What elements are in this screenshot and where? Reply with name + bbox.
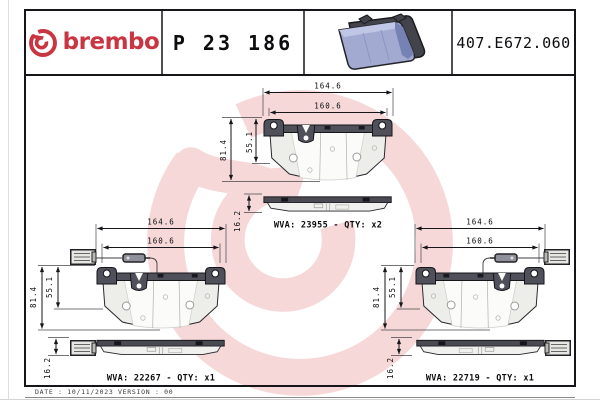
dim-height-outer-value: 81.4 <box>219 139 228 161</box>
dim-width-outer-value: 164.6 <box>147 218 175 227</box>
brand-wordmark: brembo <box>62 29 160 55</box>
brake-pad-3d-thumbnail <box>338 12 426 70</box>
dim-thickness: 16.2 <box>386 337 412 379</box>
dim-thickness-value: 16.2 <box>233 210 242 232</box>
sensor-clip <box>489 253 518 263</box>
dim-height-inner-value: 55.1 <box>45 276 54 298</box>
sensor-connector-side <box>544 340 571 356</box>
dim-height-inner: 55.1 <box>45 266 103 310</box>
page-edge-left <box>8 0 9 400</box>
dim-width-outer-value: 164.6 <box>314 82 342 91</box>
dim-height-outer-value: 81.4 <box>29 286 38 308</box>
pad-front-view <box>96 267 226 329</box>
disc-reference-code: 407.E672.060 <box>456 33 571 52</box>
dim-width-outer: 164.6 <box>262 82 394 116</box>
drawing-bottom-left: 164.6 160.6 81.4 <box>29 218 227 384</box>
dim-height-outer: 81.4 <box>219 117 320 182</box>
dim-thickness: 16.2 <box>43 337 69 379</box>
sensor-connector <box>543 249 570 265</box>
dim-height-inner-value: 55.1 <box>388 276 397 298</box>
pad-front-view <box>263 119 393 181</box>
dim-thickness: 16.2 <box>233 193 262 232</box>
wva-qty-label: WVA: 23955 - QTY: x2 <box>274 221 382 231</box>
drawing-bottom-right: 164.6 160.6 81.4 <box>372 218 571 384</box>
part-number: P 23 186 <box>172 30 294 55</box>
dim-height-outer: 81.4 <box>372 265 490 331</box>
dim-thickness-value: 16.2 <box>43 357 52 379</box>
dim-width-inner: 160.6 <box>101 237 221 263</box>
dim-height-outer: 81.4 <box>29 265 160 331</box>
brand-cell: brembo <box>25 10 162 75</box>
pad-side-view <box>416 339 545 356</box>
drawing-top-center: 164.6 160.6 81.4 55.1 <box>219 82 394 232</box>
dim-width-inner: 160.6 <box>420 237 540 263</box>
dim-height-inner: 55.1 <box>388 266 420 310</box>
sensor-clip <box>122 253 151 263</box>
dim-width-inner-value: 160.6 <box>314 102 342 111</box>
pad-front-view <box>415 267 545 329</box>
dim-height-outer-value: 81.4 <box>372 286 381 308</box>
date-version-line: DATE : 10/11/2023 VERSION : 00 <box>35 388 174 396</box>
pad-side-view <box>96 339 225 356</box>
dim-width-inner: 160.6 <box>268 102 388 116</box>
brembo-logo-icon <box>28 28 57 57</box>
dim-height-inner: 55.1 <box>245 118 270 164</box>
dim-width-inner-value: 160.6 <box>466 237 494 246</box>
dim-width-inner-value: 160.6 <box>147 237 175 246</box>
wva-qty-label: WVA: 22267 - QTY: x1 <box>107 374 215 384</box>
pad-thumbnail-cell <box>304 10 452 75</box>
dim-height-inner-value: 55.1 <box>245 131 254 153</box>
pad-side-view <box>263 196 392 212</box>
dim-thickness-value: 16.2 <box>386 357 395 379</box>
wva-qty-label: WVA: 22719 - QTY: x1 <box>426 374 534 384</box>
sensor-connector <box>70 249 97 265</box>
sheet-frame <box>24 9 576 398</box>
sensor-connector-side <box>70 340 97 356</box>
dim-width-outer-value: 164.6 <box>466 218 494 227</box>
